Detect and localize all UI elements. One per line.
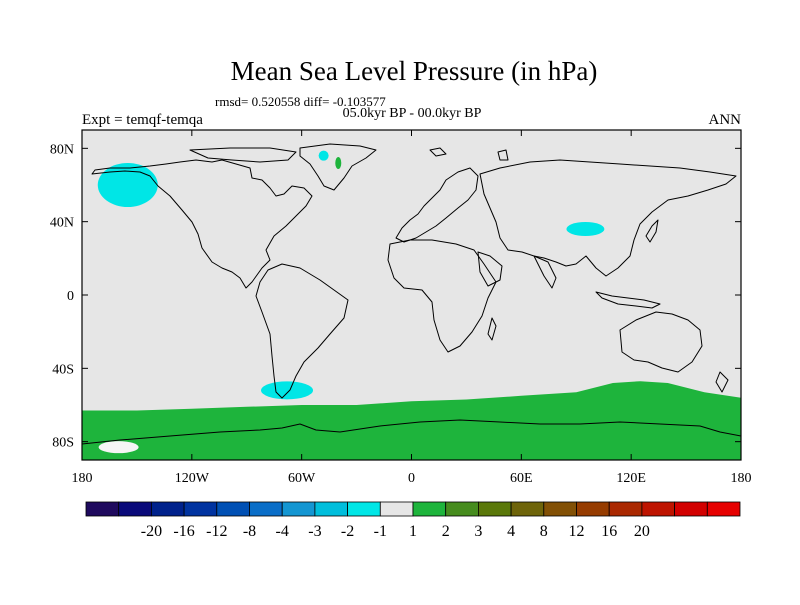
- y-tick-label: 40N: [50, 216, 74, 231]
- season-label: ANN: [709, 112, 742, 128]
- colorbar-label: -1: [374, 523, 387, 540]
- coast-antarctica: [82, 419, 741, 445]
- colorbar-label: 20: [634, 523, 650, 540]
- x-tick-label: 120E: [616, 471, 646, 486]
- axes: 180 120W 60W 0 60E 120E 180 80N 40N 0 40S 80S: [50, 130, 752, 486]
- colorbar-box: [183, 501, 218, 517]
- colorbar-box: [281, 501, 316, 517]
- anomaly-south-america-low: [261, 381, 314, 400]
- chart-title: Mean Sea Level Pressure (in hPa): [231, 56, 598, 86]
- colorbar-label: 1: [409, 523, 417, 540]
- colorbar-box: [249, 501, 283, 517]
- colorbar-label: 2: [442, 523, 450, 540]
- anomaly-north-pacific-low: [97, 163, 158, 207]
- coast-africa: [387, 239, 497, 353]
- colorbar-box: [674, 501, 708, 517]
- colorbar-box: [576, 501, 610, 517]
- colorbar-box: [118, 501, 152, 517]
- colorbar-box: [216, 501, 250, 517]
- colorbar-label: 4: [507, 523, 515, 540]
- colorbar-label: -8: [243, 523, 256, 540]
- coast-svalbard: [429, 147, 447, 157]
- colorbar-box: [641, 501, 676, 517]
- colorbar-box: [85, 501, 120, 517]
- x-tick-label: 0: [408, 471, 415, 486]
- colorbar-box: [510, 501, 545, 517]
- colorbar-label: -16: [173, 523, 194, 540]
- period-label: 05.0kyr BP - 00.0kyr BP: [343, 106, 482, 121]
- y-tick-label: 80S: [52, 436, 74, 451]
- colorbar-box: [347, 501, 381, 517]
- coast-south-america: [255, 263, 349, 399]
- colorbar-label: -3: [308, 523, 321, 540]
- coast-arctic-islands: [189, 147, 297, 163]
- colorbar-box: [608, 501, 643, 517]
- coast-asia: [479, 159, 737, 277]
- colorbar-box: [150, 501, 185, 517]
- y-tick-label: 0: [67, 289, 74, 304]
- stats-label: rmsd= 0.520558 diff= -0.103577: [215, 94, 386, 109]
- coast-madagascar: [487, 317, 497, 341]
- colorbar-box: [706, 501, 741, 517]
- anomaly-ross-sea-neutral: [98, 441, 139, 454]
- colorbar-box: [543, 501, 577, 517]
- coast-japan: [645, 219, 659, 243]
- colorbar-label: 12: [569, 523, 585, 540]
- anomaly-tibet-low: [566, 222, 605, 236]
- colorbar: -20 -16 -12 -8 -4 -3 -2 -1 1 2 3 4 8 12 16 20: [85, 501, 741, 540]
- colorbar-box: [379, 501, 414, 517]
- coast-novaya-zemlya: [497, 149, 509, 161]
- coast-arabia: [477, 251, 503, 287]
- x-tick-label: 120W: [175, 471, 210, 486]
- anomaly-greenland-high: [335, 157, 342, 169]
- colorbar-label: -12: [206, 523, 227, 540]
- anomaly-greenland-low: [318, 150, 329, 161]
- coast-australia: [619, 311, 703, 373]
- colorbar-label: -4: [276, 523, 289, 540]
- expt-label: Expt = temqf-temqa: [82, 112, 203, 128]
- colorbar-box: [314, 501, 348, 517]
- x-tick-label: 60W: [288, 471, 316, 486]
- y-tick-label: 80N: [50, 142, 74, 157]
- coast-europe: [395, 167, 479, 243]
- colorbar-box: [477, 501, 512, 517]
- coast-north-america: [91, 159, 313, 289]
- colorbar-label: 3: [474, 523, 482, 540]
- x-tick-label: 60E: [510, 471, 533, 486]
- colorbar-box: [445, 501, 479, 517]
- anomaly-field: [82, 150, 741, 460]
- coast-greenland: [299, 143, 377, 191]
- colorbar-box: [412, 501, 447, 517]
- colorbar-label: -2: [341, 523, 354, 540]
- colorbar-label: 8: [540, 523, 548, 540]
- anomaly-southern-ocean-high: [82, 381, 741, 460]
- coastlines: [82, 143, 741, 445]
- x-tick-label: 180: [72, 471, 93, 486]
- colorbar-label: 16: [601, 523, 617, 540]
- colorbar-label: -20: [141, 523, 162, 540]
- x-tick-label: 180: [731, 471, 752, 486]
- y-tick-label: 40S: [52, 362, 74, 377]
- coast-new-zealand: [715, 371, 729, 393]
- coast-indonesia: [595, 291, 661, 309]
- coast-india: [533, 255, 557, 289]
